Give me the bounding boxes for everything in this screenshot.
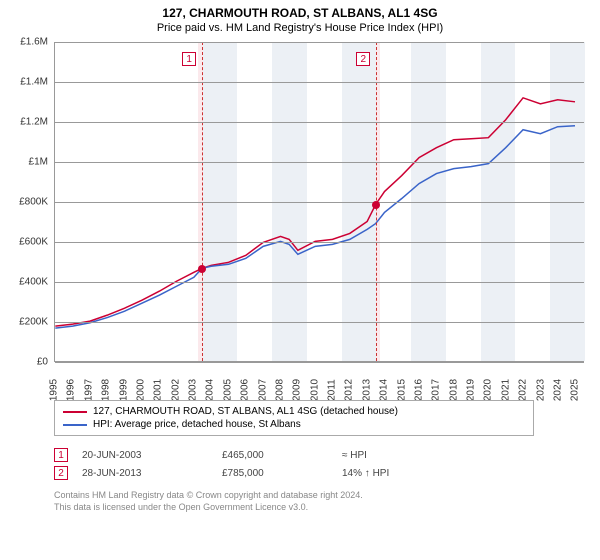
x-tick-label: 2007: [257, 379, 268, 401]
x-tick-label: 2000: [135, 379, 146, 401]
y-tick-label: £200K: [19, 317, 48, 328]
y-axis: £0£200K£400K£600K£800K£1M£1.2M£1.4M£1.6M: [10, 42, 54, 362]
x-tick-label: 2003: [188, 379, 199, 401]
sale-price: £785,000: [222, 468, 342, 479]
x-tick-label: 2002: [170, 379, 181, 401]
x-tick-label: 2019: [466, 379, 477, 401]
x-tick-label: 1999: [118, 379, 129, 401]
x-tick-label: 2014: [379, 379, 390, 401]
series-hpi: [55, 126, 575, 328]
sale-delta: ≈ HPI: [342, 450, 462, 461]
x-tick-label: 2001: [153, 379, 164, 401]
x-tick-label: 1996: [66, 379, 77, 401]
legend-swatch: [63, 411, 87, 413]
x-tick-label: 2004: [205, 379, 216, 401]
y-tick-label: £400K: [19, 277, 48, 288]
chart-subtitle: Price paid vs. HM Land Registry's House …: [0, 20, 600, 38]
y-tick-label: £1.6M: [20, 37, 48, 48]
x-tick-label: 2006: [240, 379, 251, 401]
sale-point-icon: [372, 201, 380, 209]
y-tick-label: £0: [37, 357, 48, 368]
sale-point-icon: [198, 265, 206, 273]
footer-attribution: Contains HM Land Registry data © Crown c…: [54, 490, 554, 513]
x-tick-label: 2021: [500, 379, 511, 401]
x-tick-label: 1998: [101, 379, 112, 401]
y-tick-label: £600K: [19, 237, 48, 248]
x-tick-label: 2005: [222, 379, 233, 401]
sale-date: 28-JUN-2013: [82, 468, 222, 479]
sale-price: £465,000: [222, 450, 342, 461]
x-tick-label: 2010: [309, 379, 320, 401]
x-tick-label: 2025: [570, 379, 581, 401]
x-tick-label: 2015: [396, 379, 407, 401]
legend-box: 127, CHARMOUTH ROAD, ST ALBANS, AL1 4SG …: [54, 400, 534, 436]
y-tick-label: £1.4M: [20, 77, 48, 88]
x-tick-label: 2012: [344, 379, 355, 401]
sale-marker-flag: 2: [356, 52, 370, 66]
legend-label: 127, CHARMOUTH ROAD, ST ALBANS, AL1 4SG …: [93, 406, 398, 417]
sale-index-badge: 1: [54, 448, 68, 462]
y-tick-label: £800K: [19, 197, 48, 208]
x-tick-label: 2022: [518, 379, 529, 401]
legend-item-hpi: HPI: Average price, detached house, St A…: [63, 418, 525, 431]
series-price_paid: [55, 98, 575, 326]
x-tick-label: 1995: [49, 379, 60, 401]
legend-item-price-paid: 127, CHARMOUTH ROAD, ST ALBANS, AL1 4SG …: [63, 405, 525, 418]
sales-table: 1 20-JUN-2003 £465,000 ≈ HPI 2 28-JUN-20…: [54, 446, 462, 482]
x-tick-label: 1997: [83, 379, 94, 401]
plot-area: 12: [54, 42, 584, 362]
x-tick-label: 2009: [292, 379, 303, 401]
legend-label: HPI: Average price, detached house, St A…: [93, 419, 301, 430]
chart-area: £0£200K£400K£600K£800K£1M£1.2M£1.4M£1.6M…: [10, 42, 590, 392]
y-tick-label: £1.2M: [20, 117, 48, 128]
sale-marker-flag: 1: [182, 52, 196, 66]
footer-line: Contains HM Land Registry data © Crown c…: [54, 490, 554, 502]
x-tick-label: 2020: [483, 379, 494, 401]
sale-delta: 14% ↑ HPI: [342, 468, 462, 479]
x-tick-label: 2013: [361, 379, 372, 401]
x-tick-label: 2023: [535, 379, 546, 401]
sale-row: 1 20-JUN-2003 £465,000 ≈ HPI: [54, 446, 462, 464]
x-tick-label: 2016: [413, 379, 424, 401]
sale-index-badge: 2: [54, 466, 68, 480]
chart-title: 127, CHARMOUTH ROAD, ST ALBANS, AL1 4SG: [0, 0, 600, 20]
legend-swatch: [63, 424, 87, 426]
x-tick-label: 2008: [274, 379, 285, 401]
footer-line: This data is licensed under the Open Gov…: [54, 502, 554, 514]
sale-date: 20-JUN-2003: [82, 450, 222, 461]
sale-row: 2 28-JUN-2013 £785,000 14% ↑ HPI: [54, 464, 462, 482]
x-tick-label: 2017: [431, 379, 442, 401]
x-tick-label: 2024: [552, 379, 563, 401]
x-tick-label: 2011: [327, 379, 338, 401]
y-tick-label: £1M: [29, 157, 48, 168]
x-axis: 1995199619971998199920002001200220032004…: [54, 366, 584, 392]
x-tick-label: 2018: [448, 379, 459, 401]
